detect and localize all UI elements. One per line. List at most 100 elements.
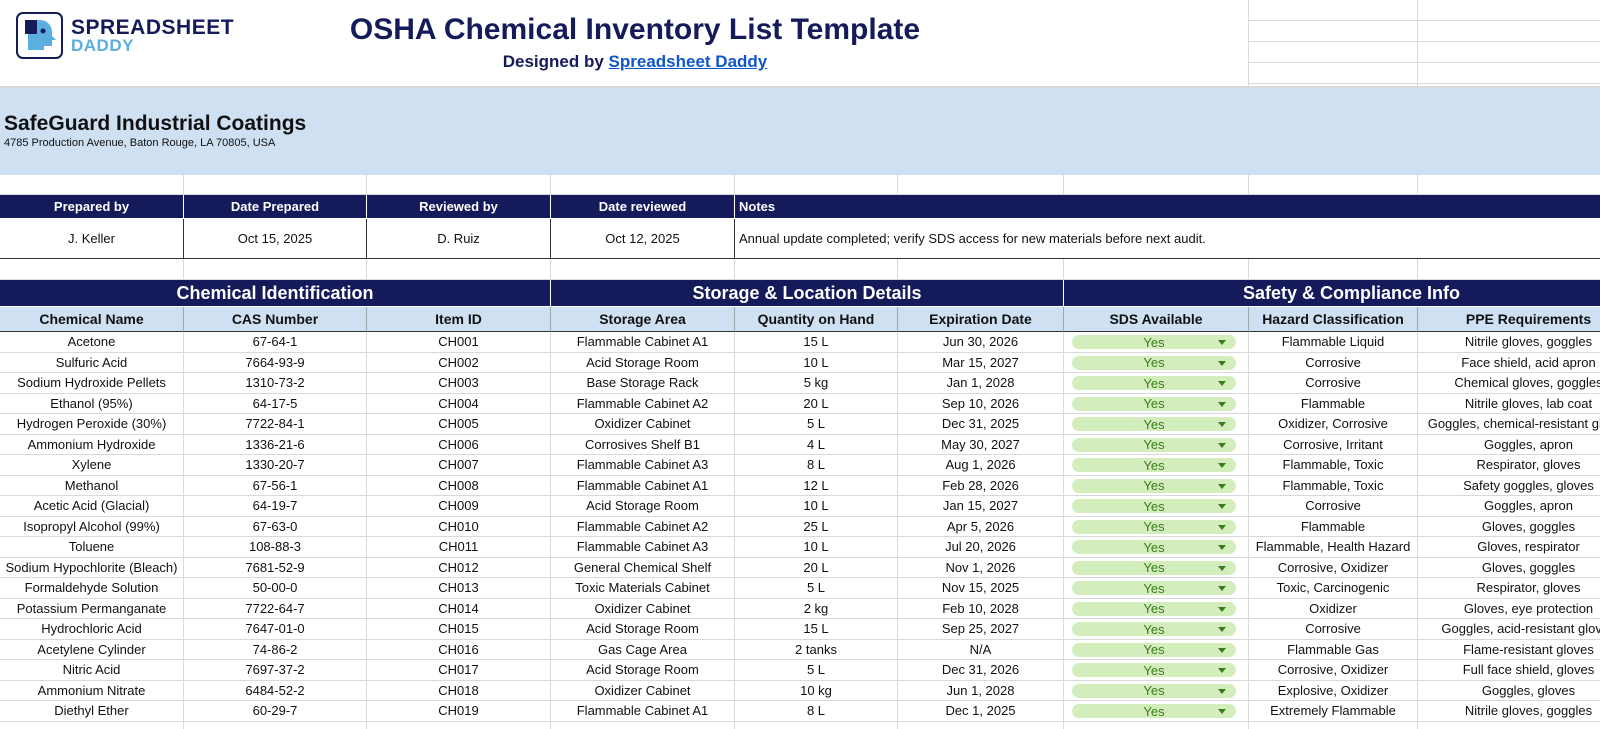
logo-icon [16,12,63,59]
sds-dropdown[interactable]: Yes [1072,622,1236,637]
table-cell: Acid Storage Room [551,352,735,373]
table-cell: Acetone [0,332,184,353]
table-cell: Methanol [0,475,184,496]
sds-dropdown[interactable]: Yes [1072,683,1236,698]
empty-cell [184,175,367,195]
sds-dropdown[interactable]: Yes [1072,642,1236,657]
table-cell: CH015 [367,619,551,640]
empty-cell [367,259,551,280]
table-cell: Gloves, eye protection [1418,599,1600,619]
sds-dropdown[interactable]: Yes [1072,355,1236,370]
table-cell: Corrosive [1249,619,1418,640]
table-cell: Flammable Cabinet A1 [551,701,735,722]
table-cell: Oxidizer, Corrosive [1249,414,1418,435]
info-value: J. Keller [0,219,184,259]
sds-dropdown[interactable]: Yes [1072,478,1236,493]
table-cell: Safety goggles, gloves [1418,476,1600,496]
sds-dropdown[interactable]: Yes [1072,519,1236,534]
dropdown-cell: Yes [1064,496,1249,517]
subtitle: Designed by Spreadsheet Daddy [320,52,950,72]
dropdown-cell: Yes [1064,557,1249,578]
column-header: Storage Area [551,307,735,332]
table-cell: Flame-resistant gloves [1418,640,1600,660]
table-cell: Jun 1, 2028 [898,680,1064,701]
table-cell: 5 L [735,578,898,599]
empty-cell [0,175,184,195]
dropdown-cell: Yes [1064,680,1249,701]
table-cell: Dec 31, 2025 [898,414,1064,435]
table-cell: Respirator, gloves [1418,578,1600,599]
table-cell: 5 kg [735,373,898,394]
table-cell: Formaldehyde Solution [0,578,184,599]
table-cell: 7722-84-1 [184,414,367,435]
grid-line [1417,0,1418,86]
table-cell: Ammonium Nitrate [0,680,184,701]
dropdown-cell: Yes [1064,598,1249,619]
sds-dropdown[interactable]: Yes [1072,581,1236,596]
table-cell: Sep 10, 2026 [898,393,1064,414]
table-cell: Nov 15, 2025 [898,578,1064,599]
table-cell: Jul 20, 2026 [898,537,1064,558]
grid-line [0,86,1600,88]
table-cell: 60-29-7 [184,701,367,722]
table-cell: Flammable, Toxic [1249,475,1418,496]
column-header: PPE Requirements [1418,307,1600,332]
sds-dropdown[interactable]: Yes [1072,601,1236,616]
table-cell: Diethyl Ether [0,701,184,722]
table-cell: CH007 [367,455,551,476]
info-value: Oct 12, 2025 [551,219,735,259]
sds-dropdown[interactable]: Yes [1072,335,1236,350]
table-cell: Extremely Flammable [1249,701,1418,722]
table-cell: 6484-52-2 [184,680,367,701]
empty-cell [1418,722,1600,729]
table-cell: Nitrile gloves, goggles [1418,332,1600,353]
sds-dropdown[interactable]: Yes [1072,704,1236,719]
table-cell: 7722-64-7 [184,598,367,619]
table-cell: 1310-73-2 [184,373,367,394]
table-cell: Corrosive [1249,496,1418,517]
table-cell: Flammable, Toxic [1249,455,1418,476]
empty-cell [551,175,735,195]
sds-dropdown[interactable]: Yes [1072,663,1236,678]
table-cell: Flammable Cabinet A3 [551,455,735,476]
sds-dropdown[interactable]: Yes [1072,540,1236,555]
empty-cell [0,259,184,280]
sds-dropdown[interactable]: Yes [1072,417,1236,432]
table-cell: 10 L [735,496,898,517]
dropdown-cell: Yes [1064,393,1249,414]
sds-dropdown[interactable]: Yes [1072,437,1236,452]
table-cell: Apr 5, 2026 [898,516,1064,537]
table-cell: 10 L [735,537,898,558]
dropdown-cell: Yes [1064,414,1249,435]
company-address: 4785 Production Avenue, Baton Rouge, LA … [4,137,276,149]
company-band: SafeGuard Industrial Coatings 4785 Produ… [0,88,1600,175]
designer-link[interactable]: Spreadsheet Daddy [608,52,768,71]
empty-cell [1064,175,1249,195]
empty-cell [367,175,551,195]
company-name: SafeGuard Industrial Coatings [4,112,307,135]
sds-dropdown[interactable]: Yes [1072,376,1236,391]
table-cell: Goggles, apron [1418,496,1600,517]
dropdown-cell: Yes [1064,639,1249,660]
table-cell: CH011 [367,537,551,558]
table-cell: Feb 10, 2028 [898,598,1064,619]
table-cell: Gloves, goggles [1418,517,1600,537]
empty-cell [551,259,735,280]
sds-dropdown[interactable]: Yes [1072,458,1236,473]
table-cell: 64-17-5 [184,393,367,414]
empty-cell [1249,175,1418,195]
table-cell: 15 L [735,619,898,640]
title: OSHA Chemical Inventory List Template [349,13,921,46]
empty-cell [735,175,898,195]
sds-dropdown[interactable]: Yes [1072,396,1236,411]
table-cell: Oxidizer Cabinet [551,680,735,701]
table-cell: Face shield, acid apron [1418,353,1600,373]
table-cell: 20 L [735,557,898,578]
sds-dropdown[interactable]: Yes [1072,560,1236,575]
sds-dropdown[interactable]: Yes [1072,499,1236,514]
info-header: Date reviewed [551,195,735,219]
column-header: Item ID [367,307,551,332]
table-cell: Dec 1, 2025 [898,701,1064,722]
table-cell: CH008 [367,475,551,496]
